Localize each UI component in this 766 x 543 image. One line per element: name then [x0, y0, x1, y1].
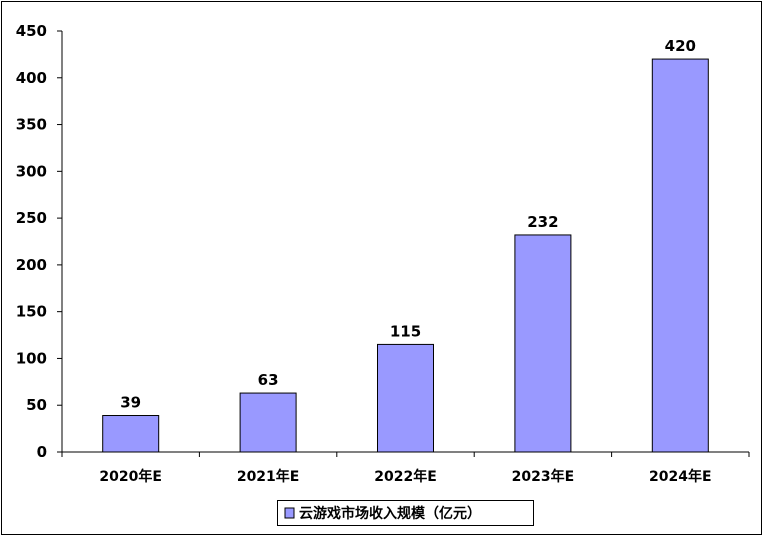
bar-2024年E	[651, 58, 709, 453]
bar-2022年E	[377, 343, 434, 453]
data-label: 63	[258, 371, 279, 389]
y-tick-label: 400	[16, 69, 47, 87]
y-tick-label: 250	[16, 209, 47, 227]
y-axis-ticks: 0 50 100 150 200 250 300 350 400 450	[16, 22, 62, 461]
category-label: 2020年E	[99, 468, 162, 485]
y-tick-label: 200	[16, 256, 47, 274]
y-tick-label: 0	[37, 443, 47, 461]
data-label: 232	[527, 213, 558, 231]
legend-box	[277, 500, 534, 526]
data-labels: 39 63 115 232 420	[120, 37, 696, 411]
y-tick-label: 450	[16, 22, 47, 40]
bar-2021年E	[239, 392, 297, 453]
category-label: 2024年E	[649, 468, 712, 485]
y-tick-label: 300	[16, 162, 47, 180]
category-label: 2021年E	[237, 468, 300, 485]
bars	[102, 58, 709, 453]
y-tick-label: 350	[16, 116, 47, 134]
bar-2020年E	[102, 415, 160, 453]
category-label: 2023年E	[512, 468, 575, 485]
chart-border	[1, 1, 762, 535]
category-label: 2022年E	[374, 468, 437, 485]
bar-2023年E	[514, 234, 572, 453]
data-label: 115	[390, 322, 421, 340]
y-tick-label: 50	[26, 396, 47, 414]
legend-label: 云游戏市场收入规模（亿元）	[299, 505, 481, 522]
data-label: 420	[665, 37, 696, 55]
data-label: 39	[120, 394, 141, 412]
category-labels: 2020年E 2021年E 2022年E 2023年E 2024年E	[99, 468, 711, 485]
legend-swatch	[284, 507, 295, 519]
y-tick-label: 150	[16, 303, 47, 321]
legend: 云游戏市场收入规模（亿元）	[277, 500, 534, 526]
y-tick-label: 100	[16, 349, 47, 367]
